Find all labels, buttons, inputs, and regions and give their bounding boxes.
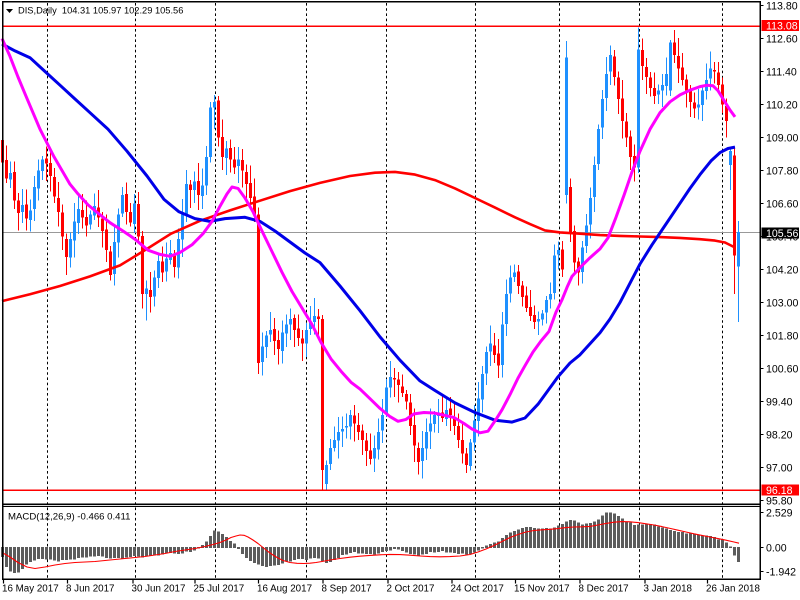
svg-text:111.40: 111.40: [766, 66, 797, 78]
svg-text:106.60: 106.60: [766, 198, 799, 210]
svg-text:8 Jun 2017: 8 Jun 2017: [66, 583, 114, 594]
svg-text:113.80: 113.80: [766, 0, 798, 12]
svg-text:100.60: 100.60: [766, 363, 799, 375]
svg-text:DIS,Daily 104.31 105.97 102.2: DIS,Daily 104.31 105.97 102.29 105.56: [18, 6, 183, 16]
svg-text:0.00: 0.00: [766, 542, 787, 554]
svg-text:30 Jun 2017: 30 Jun 2017: [132, 583, 186, 594]
svg-text:15 Nov 2017: 15 Nov 2017: [514, 583, 570, 594]
svg-text:113.08: 113.08: [766, 20, 798, 32]
svg-text:16 Aug 2017: 16 Aug 2017: [257, 583, 312, 594]
svg-text:24 Oct 2017: 24 Oct 2017: [451, 583, 504, 594]
svg-text:8 Sep 2017: 8 Sep 2017: [322, 583, 372, 594]
svg-text:103.00: 103.00: [766, 297, 799, 309]
svg-text:112.60: 112.60: [766, 33, 798, 45]
svg-text:98.20: 98.20: [766, 429, 793, 441]
svg-text:96.18: 96.18: [766, 485, 793, 497]
svg-text:109.00: 109.00: [766, 132, 799, 144]
svg-text:8 Dec 2017: 8 Dec 2017: [579, 583, 629, 594]
svg-text:MACD(12,26,9) -0.466 0.411: MACD(12,26,9) -0.466 0.411: [8, 512, 130, 523]
svg-text:101.80: 101.80: [766, 330, 799, 342]
svg-text:26 Jan 2018: 26 Jan 2018: [706, 583, 760, 594]
svg-text:97.00: 97.00: [766, 462, 793, 474]
svg-text:3 Jan 2018: 3 Jan 2018: [644, 583, 693, 594]
svg-text:99.40: 99.40: [766, 396, 793, 408]
svg-text:105.56: 105.56: [766, 228, 799, 240]
svg-text:2 Oct 2017: 2 Oct 2017: [387, 583, 435, 594]
svg-text:25 Jul 2017: 25 Jul 2017: [194, 583, 245, 594]
svg-text:2.529: 2.529: [766, 507, 793, 519]
svg-text:107.80: 107.80: [766, 165, 799, 177]
svg-text:95.80: 95.80: [766, 495, 793, 507]
svg-text:110.20: 110.20: [766, 99, 798, 111]
svg-text:104.20: 104.20: [766, 264, 799, 276]
svg-text:-1.942: -1.942: [766, 566, 796, 578]
svg-text:16 May 2017: 16 May 2017: [2, 583, 59, 594]
